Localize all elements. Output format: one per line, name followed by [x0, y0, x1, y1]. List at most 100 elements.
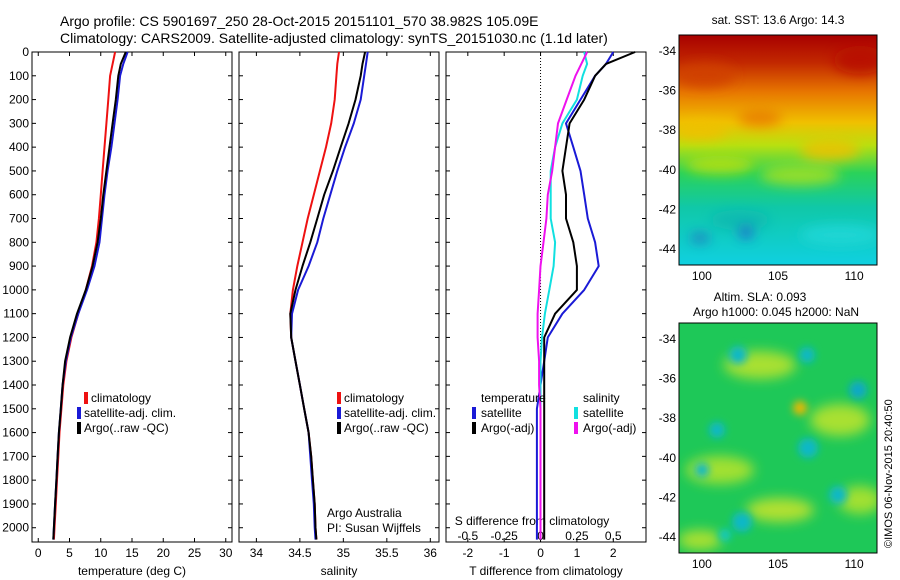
sst-map-field — [679, 35, 877, 265]
legend-label-t-argo: Argo(-adj) — [481, 421, 534, 435]
y-tick-label: 600 — [9, 188, 29, 202]
x-tick-label: -2 — [462, 546, 473, 560]
y-tick-label: 1400 — [2, 378, 29, 392]
difference-legend: temperature salinity satellite Argo(-adj… — [472, 391, 636, 435]
legend-label-argo: Argo(..raw -QC) — [344, 421, 429, 435]
y-tick-label: 800 — [9, 235, 29, 249]
x-tick-label: 15 — [125, 546, 139, 560]
legend-swatch-satellite — [77, 407, 81, 419]
map-y-tick-label: -36 — [659, 84, 677, 98]
y-tick-label: 300 — [9, 116, 29, 130]
x-tick-label: 20 — [157, 546, 171, 560]
x2-tick-label: -0.5 — [457, 529, 478, 543]
map-y-tick-label: -44 — [659, 530, 677, 544]
map-y-tick-label: -40 — [659, 163, 677, 177]
series-line-argo-raw-qc — [289, 51, 367, 540]
y-tick-label: 1200 — [2, 330, 29, 344]
legend-swatch-argo — [337, 422, 341, 434]
x2-tick-label: 0.5 — [605, 529, 622, 543]
legend-label-satellite: satellite-adj. clim. — [84, 406, 176, 420]
x2-tick-label: 0.25 — [565, 529, 589, 543]
sla-map-title-line2: Argo h1000: 0.045 h2000: NaN — [693, 305, 859, 319]
y-tick-label: 2000 — [2, 521, 29, 535]
legend-swatch-satellite — [337, 407, 341, 419]
legend-label-climatology: climatology — [91, 391, 151, 405]
legend-header-temperature: temperature — [481, 391, 546, 405]
series-line-salinity-argo-adj — [536, 51, 588, 540]
difference-panel — [445, 51, 647, 543]
series-line-temperature-satellite — [535, 51, 615, 540]
map-y-tick-label: -34 — [659, 332, 677, 346]
sla-map-title-line1: Altim. SLA: 0.093 — [714, 290, 807, 304]
x-tick-label: 0 — [35, 546, 42, 560]
map-y-tick-label: -42 — [659, 202, 677, 216]
y-tick-label: 1800 — [2, 473, 29, 487]
series-group — [52, 51, 636, 540]
x-tick-label: 10 — [94, 546, 108, 560]
salinity-panel — [238, 51, 440, 543]
sla-map-frame — [678, 322, 878, 554]
map-x-tick-label: 105 — [768, 269, 788, 283]
map-y-tick-label: -40 — [659, 451, 677, 465]
legend-swatch-s-argo — [574, 422, 578, 434]
sla-map-field — [679, 323, 877, 553]
temperature-legend: climatology satellite-adj. clim. Argo(..… — [77, 391, 176, 435]
map-x-tick-label: 100 — [692, 557, 712, 571]
x-tick-label: 34.5 — [288, 546, 312, 560]
y-tick-label: 0 — [22, 45, 29, 59]
legend-label-climatology: climatology — [344, 391, 404, 405]
temperature-panel — [31, 51, 233, 543]
legend-swatch-t-satellite — [472, 407, 476, 419]
legend-header-salinity: salinity — [583, 391, 620, 405]
legend-swatch-argo — [77, 422, 81, 434]
salinity-annotation: Argo Australia PI: Susan Wijffels — [327, 506, 421, 535]
series-line-temperature-argo-adj — [543, 51, 636, 540]
x-tick-label: 35 — [337, 546, 351, 560]
x2-axis-label: S difference from climatology — [455, 514, 610, 528]
map-x-tick-label: 110 — [845, 269, 864, 283]
x-tick-label: 2 — [610, 546, 617, 560]
y-tick-label: 1300 — [2, 354, 29, 368]
map-y-tick-label: -34 — [659, 44, 677, 58]
y-tick-label: 200 — [9, 93, 29, 107]
salinity-legend: climatology satellite-adj. clim. Argo(..… — [337, 391, 436, 435]
y-tick-label: 1000 — [2, 283, 29, 297]
series-line-satellite-adj-clim — [52, 51, 129, 540]
legend-label-s-argo: Argo(-adj) — [583, 421, 636, 435]
legend-label-argo: Argo(..raw -QC) — [84, 421, 169, 435]
legend-label-t-satellite: satellite — [481, 406, 522, 420]
map-x-tick-label: 110 — [845, 557, 864, 571]
map-y-tick-label: -36 — [659, 372, 677, 386]
x-tick-label: 36 — [424, 546, 438, 560]
x-tick-label: 25 — [188, 546, 202, 560]
x-axis-label: T difference from climatology — [469, 564, 623, 578]
map-y-tick-label: -38 — [659, 411, 677, 425]
y-tick-label: 1500 — [2, 402, 29, 416]
x-tick-label: 35.5 — [375, 546, 399, 560]
x2-tick-label: -0.25 — [491, 529, 519, 543]
x-tick-label: 1 — [574, 546, 581, 560]
map-x-tick-label: 105 — [768, 557, 788, 571]
y-tick-label: 400 — [9, 140, 29, 154]
header-line1: Argo profile: CS 5901697_250 28-Oct-2015… — [60, 13, 538, 29]
y-tick-label: 900 — [9, 259, 29, 273]
annotation-line2: PI: Susan Wijffels — [327, 521, 421, 535]
sst-map-frame — [678, 34, 878, 266]
y-tick-label: 1600 — [2, 426, 29, 440]
y-tick-label: 700 — [9, 212, 29, 226]
x-tick-label: 0 — [537, 546, 544, 560]
map-y-tick-label: -38 — [659, 123, 677, 137]
sst-map-title: sat. SST: 13.6 Argo: 14.3 — [712, 13, 845, 27]
x-axis-label: salinity — [321, 564, 358, 578]
header-line2: Climatology: CARS2009. Satellite-adjuste… — [60, 30, 608, 46]
legend-swatch-s-satellite — [574, 407, 578, 419]
y-tick-label: 1100 — [3, 307, 29, 321]
series-line-argo-raw-qc — [52, 51, 127, 540]
legend-swatch-climatology — [337, 392, 341, 404]
y-tick-label: 1700 — [2, 449, 29, 463]
x-axis-label: temperature (deg C) — [78, 564, 186, 578]
y-tick-label: 100 — [9, 69, 29, 83]
y-tick-label: 500 — [9, 164, 29, 178]
